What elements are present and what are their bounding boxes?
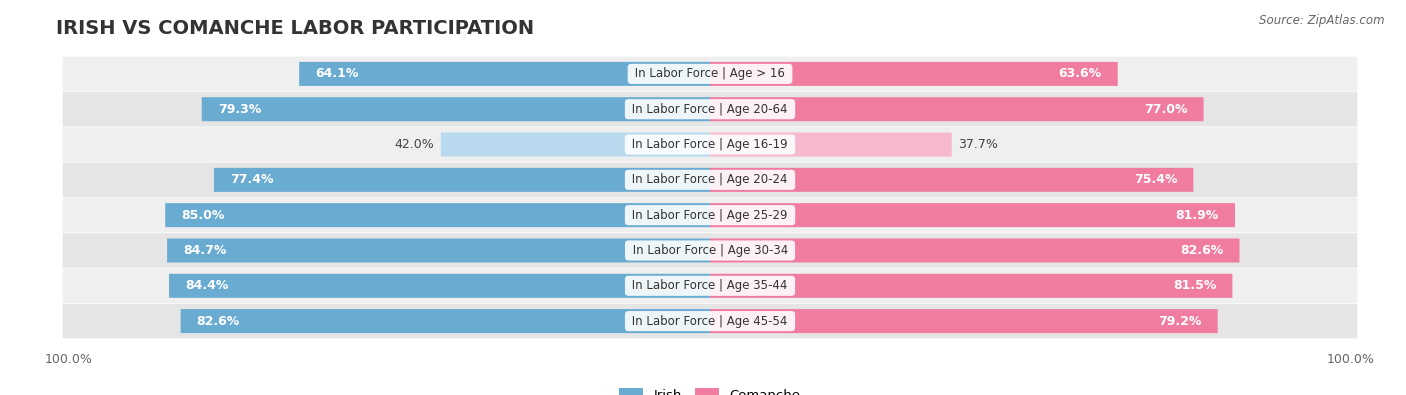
FancyBboxPatch shape [169,274,710,298]
Text: In Labor Force | Age 20-64: In Labor Force | Age 20-64 [628,103,792,116]
Text: In Labor Force | Age 45-54: In Labor Force | Age 45-54 [628,314,792,327]
FancyBboxPatch shape [710,62,1118,86]
Text: 75.4%: 75.4% [1133,173,1177,186]
FancyBboxPatch shape [167,239,710,263]
FancyBboxPatch shape [63,56,1357,91]
Text: In Labor Force | Age 16-19: In Labor Force | Age 16-19 [628,138,792,151]
Text: In Labor Force | Age 30-34: In Labor Force | Age 30-34 [628,244,792,257]
FancyBboxPatch shape [63,92,1357,126]
FancyBboxPatch shape [63,198,1357,233]
Text: 77.0%: 77.0% [1144,103,1188,116]
FancyBboxPatch shape [166,203,710,227]
FancyBboxPatch shape [710,203,1234,227]
Text: Source: ZipAtlas.com: Source: ZipAtlas.com [1260,14,1385,27]
Text: 82.6%: 82.6% [197,314,240,327]
FancyBboxPatch shape [63,304,1357,339]
Text: In Labor Force | Age 20-24: In Labor Force | Age 20-24 [628,173,792,186]
FancyBboxPatch shape [441,132,710,156]
FancyBboxPatch shape [710,274,1233,298]
FancyBboxPatch shape [299,62,710,86]
Text: 37.7%: 37.7% [957,138,998,151]
FancyBboxPatch shape [180,309,710,333]
Text: 82.6%: 82.6% [1180,244,1223,257]
Text: 84.4%: 84.4% [186,279,228,292]
Text: IRISH VS COMANCHE LABOR PARTICIPATION: IRISH VS COMANCHE LABOR PARTICIPATION [56,19,534,38]
FancyBboxPatch shape [710,168,1194,192]
Text: 77.4%: 77.4% [231,173,273,186]
FancyBboxPatch shape [63,162,1357,197]
FancyBboxPatch shape [214,168,710,192]
Text: 42.0%: 42.0% [395,138,434,151]
Text: 84.7%: 84.7% [183,244,226,257]
FancyBboxPatch shape [63,269,1357,303]
Text: 79.3%: 79.3% [218,103,262,116]
Text: 64.1%: 64.1% [315,68,359,81]
FancyBboxPatch shape [63,233,1357,268]
Text: 81.5%: 81.5% [1173,279,1216,292]
FancyBboxPatch shape [710,239,1240,263]
Text: 63.6%: 63.6% [1059,68,1102,81]
Text: In Labor Force | Age 25-29: In Labor Force | Age 25-29 [628,209,792,222]
Text: 81.9%: 81.9% [1175,209,1219,222]
Text: In Labor Force | Age 35-44: In Labor Force | Age 35-44 [628,279,792,292]
Text: 79.2%: 79.2% [1159,314,1202,327]
FancyBboxPatch shape [201,97,710,121]
FancyBboxPatch shape [710,132,952,156]
FancyBboxPatch shape [63,127,1357,162]
Text: 85.0%: 85.0% [181,209,225,222]
Legend: Irish, Comanche: Irish, Comanche [614,383,806,395]
FancyBboxPatch shape [710,309,1218,333]
Text: In Labor Force | Age > 16: In Labor Force | Age > 16 [631,68,789,81]
FancyBboxPatch shape [710,97,1204,121]
